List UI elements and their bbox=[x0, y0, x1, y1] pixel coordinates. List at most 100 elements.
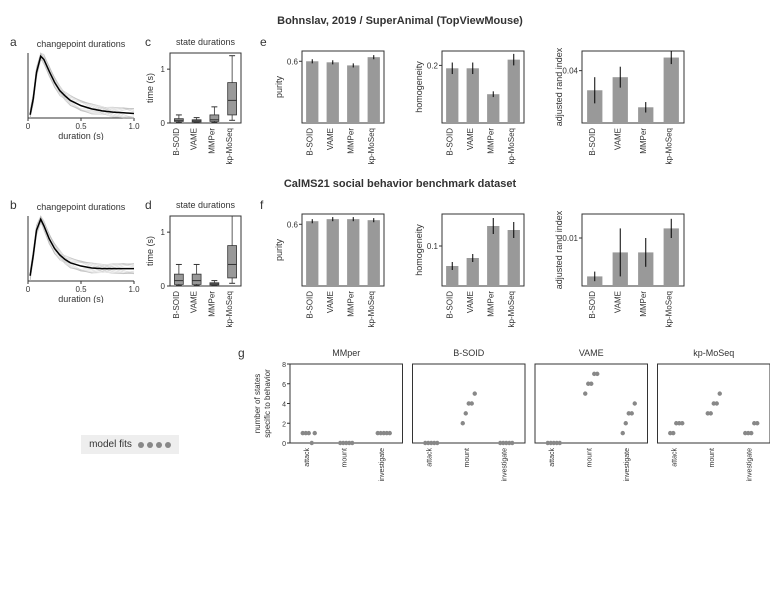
svg-text:time (s): time (s) bbox=[145, 73, 155, 103]
svg-text:B-SOID: B-SOID bbox=[172, 291, 181, 319]
svg-text:0.04: 0.04 bbox=[562, 67, 578, 76]
svg-text:B-SOID: B-SOID bbox=[588, 291, 597, 319]
svg-text:4: 4 bbox=[282, 402, 286, 409]
svg-text:kp-MoSeq: kp-MoSeq bbox=[367, 128, 376, 164]
svg-text:kp-MoSeq: kp-MoSeq bbox=[507, 291, 516, 327]
bar-e-homogeneity: homogeneity0.2B-SOIDVAMEMMPerkp-MoSeq bbox=[412, 35, 532, 165]
svg-text:VAME: VAME bbox=[326, 128, 335, 150]
svg-text:kp-MoSeq: kp-MoSeq bbox=[367, 291, 376, 327]
svg-text:1.0: 1.0 bbox=[128, 122, 140, 131]
bar-e-purity: purity 0.6 B-SOID VAME MMPer kp-MoSeq bbox=[272, 35, 392, 165]
box-c: state durations01time (s)B-SOIDVAMEMMPer… bbox=[145, 35, 245, 165]
svg-text:mount: mount bbox=[464, 448, 471, 468]
svg-text:VAME: VAME bbox=[466, 291, 475, 313]
bar-f-homogeneity: homogeneity0.1B-SOIDVAMEMMPerkp-MoSeq bbox=[412, 198, 532, 328]
svg-text:kp-MoSeq: kp-MoSeq bbox=[693, 348, 734, 358]
svg-text:attack: attack bbox=[426, 448, 433, 467]
svg-text:number of states: number of states bbox=[253, 374, 262, 434]
svg-text:purity: purity bbox=[274, 76, 284, 99]
svg-text:adjusted rand index: adjusted rand index bbox=[554, 47, 564, 126]
svg-text:kp-MoSeq: kp-MoSeq bbox=[225, 128, 234, 164]
svg-text:changepoint durations: changepoint durations bbox=[37, 39, 126, 49]
strip-plots: number of statesspecific to behaviorMMpe… bbox=[250, 346, 770, 481]
svg-text:MMPer: MMPer bbox=[639, 291, 648, 317]
svg-text:0.1: 0.1 bbox=[427, 242, 439, 251]
svg-text:mount: mount bbox=[709, 448, 716, 468]
svg-text:0.2: 0.2 bbox=[427, 61, 439, 70]
svg-text:time (s): time (s) bbox=[145, 236, 155, 266]
legend-container: model fits bbox=[10, 435, 250, 484]
legend-dot-icon bbox=[147, 442, 153, 448]
section1-title: Bohnslav, 2019 / SuperAnimal (TopViewMou… bbox=[10, 15, 780, 27]
panel-b: b changepoint durations 0 0.5 1.0 duration (… bbox=[10, 198, 140, 306]
svg-text:MMPer: MMPer bbox=[207, 128, 216, 154]
svg-text:0.5: 0.5 bbox=[75, 285, 87, 294]
label-b: b bbox=[10, 198, 17, 212]
svg-text:VAME: VAME bbox=[326, 291, 335, 313]
svg-text:changepoint durations: changepoint durations bbox=[37, 202, 126, 212]
svg-text:duration (s): duration (s) bbox=[58, 131, 104, 140]
svg-text:VAME: VAME bbox=[613, 291, 622, 313]
changepoint-plot-2: changepoint durations 0 0.5 1.0 duration (s) bbox=[10, 198, 140, 303]
panel-g: g number of statesspecific to behaviorMM… bbox=[250, 346, 780, 484]
svg-text:homogeneity: homogeneity bbox=[414, 61, 424, 113]
svg-text:investigate: investigate bbox=[379, 448, 386, 481]
svg-text:VAME: VAME bbox=[190, 291, 199, 313]
label-a: a bbox=[10, 35, 17, 49]
svg-text:MMPer: MMPer bbox=[639, 128, 648, 154]
svg-text:VAME: VAME bbox=[579, 348, 604, 358]
svg-text:specific to behavior: specific to behavior bbox=[263, 369, 272, 438]
row3: model fits g number of statesspecific to… bbox=[10, 346, 780, 484]
box-d: state durations 0 1 time (s) B-SOID VAME MMPer… bbox=[145, 198, 245, 328]
svg-text:kp-MoSeq: kp-MoSeq bbox=[507, 128, 516, 164]
label-d: d bbox=[145, 198, 152, 212]
svg-text:0.5: 0.5 bbox=[75, 122, 87, 131]
svg-text:VAME: VAME bbox=[190, 128, 199, 150]
svg-text:MMPer: MMPer bbox=[486, 128, 495, 154]
legend-label: model fits bbox=[89, 439, 132, 450]
panel-d: d state durations 0 1 time (s) B-SOID VAME MMP… bbox=[145, 198, 245, 331]
svg-text:B-SOID: B-SOID bbox=[305, 128, 314, 156]
svg-text:MMPer: MMPer bbox=[486, 291, 495, 317]
svg-text:8: 8 bbox=[282, 362, 286, 369]
svg-text:1: 1 bbox=[161, 65, 166, 74]
svg-text:investigate: investigate bbox=[501, 448, 508, 481]
panel-c: c state durations01time (s)B-SOIDVAMEMMP… bbox=[145, 35, 245, 168]
svg-text:B-SOID: B-SOID bbox=[453, 348, 485, 358]
svg-text:0: 0 bbox=[26, 285, 31, 294]
svg-text:0.6: 0.6 bbox=[287, 57, 299, 66]
svg-text:MMPer: MMPer bbox=[207, 291, 216, 317]
section2-title: CalMS21 social behavior benchmark datase… bbox=[10, 178, 780, 190]
svg-text:0.6: 0.6 bbox=[287, 220, 299, 229]
svg-text:purity: purity bbox=[274, 239, 284, 262]
label-e: e bbox=[260, 35, 267, 49]
label-c: c bbox=[145, 35, 151, 49]
svg-text:MMPer: MMPer bbox=[346, 128, 355, 154]
svg-text:duration (s): duration (s) bbox=[58, 294, 104, 303]
svg-text:2: 2 bbox=[282, 421, 286, 428]
svg-text:investigate: investigate bbox=[746, 448, 753, 481]
svg-text:1: 1 bbox=[161, 228, 166, 237]
svg-text:0: 0 bbox=[161, 282, 166, 291]
svg-text:1.0: 1.0 bbox=[128, 285, 140, 294]
svg-text:attack: attack bbox=[304, 448, 311, 467]
svg-text:investigate: investigate bbox=[624, 448, 631, 481]
legend-dots bbox=[138, 442, 171, 448]
legend-dot-icon bbox=[165, 442, 171, 448]
bar-f-purity: purity0.6B-SOIDVAMEMMPerkp-MoSeq bbox=[272, 198, 392, 328]
svg-text:mount: mount bbox=[586, 448, 593, 468]
svg-text:MMPer: MMPer bbox=[346, 291, 355, 317]
svg-text:kp-MoSeq: kp-MoSeq bbox=[664, 291, 673, 327]
panel-f: f purity0.6B-SOIDVAMEMMPerkp-MoSeq homog… bbox=[260, 198, 780, 328]
svg-text:state durations: state durations bbox=[176, 200, 236, 210]
legend-dot-icon bbox=[138, 442, 144, 448]
panel-a: a changepoint durations00.51.0duration (… bbox=[10, 35, 140, 143]
svg-text:attack: attack bbox=[549, 448, 556, 467]
svg-text:B-SOID: B-SOID bbox=[445, 128, 454, 156]
svg-text:VAME: VAME bbox=[613, 128, 622, 150]
svg-text:B-SOID: B-SOID bbox=[445, 291, 454, 319]
svg-text:adjusted rand index: adjusted rand index bbox=[554, 210, 564, 289]
svg-text:attack: attack bbox=[671, 448, 678, 467]
svg-text:6: 6 bbox=[282, 382, 286, 389]
label-f: f bbox=[260, 198, 263, 212]
